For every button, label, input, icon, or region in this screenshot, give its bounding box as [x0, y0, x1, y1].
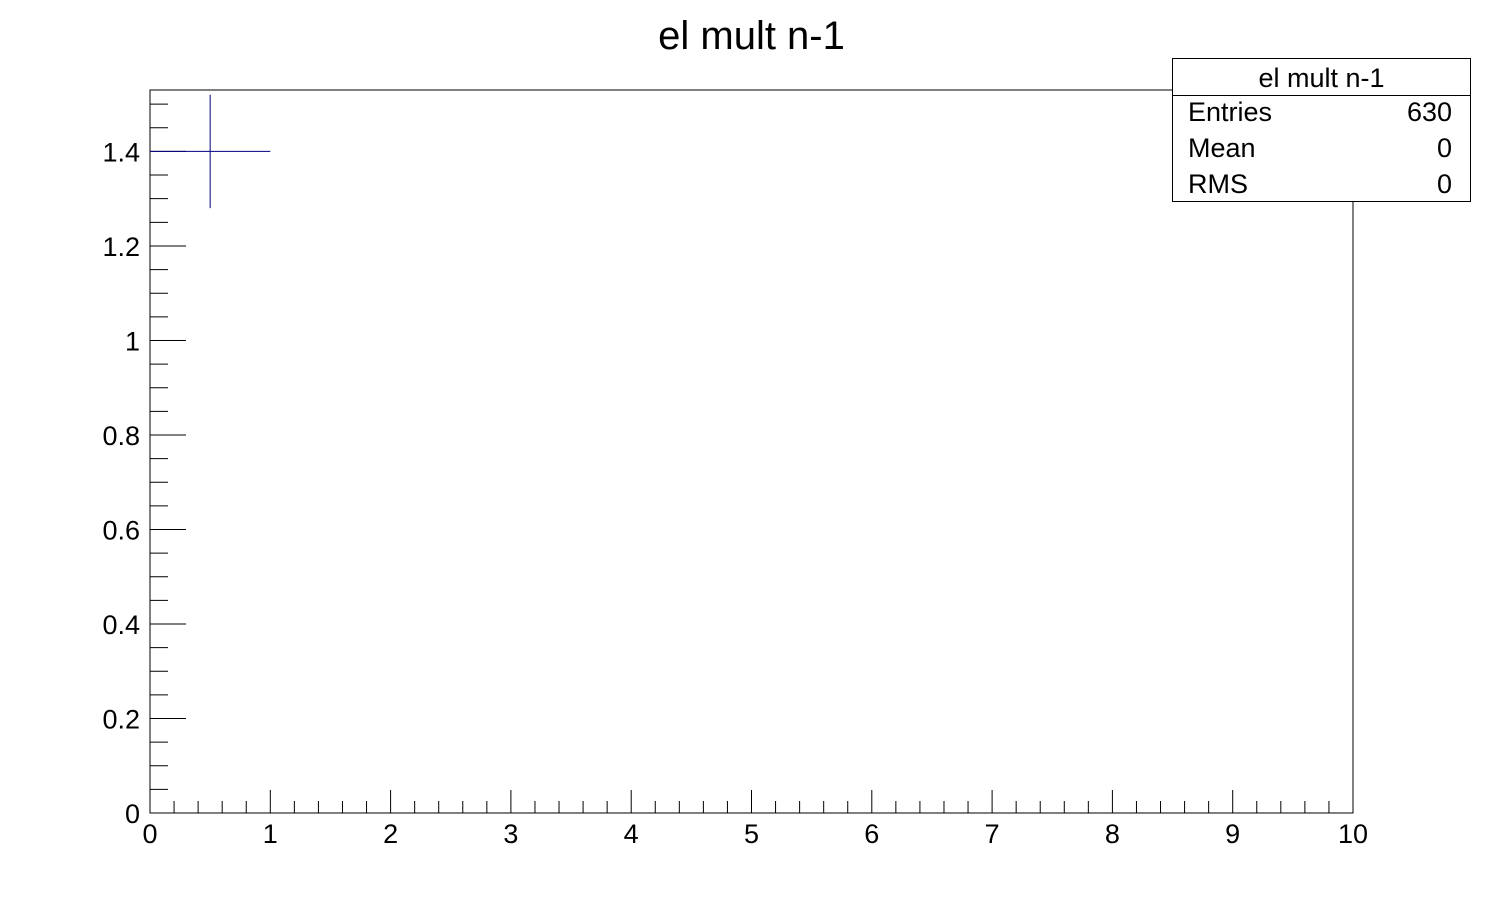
- x-tick-label: 1: [263, 819, 278, 849]
- x-tick-label: 5: [744, 819, 759, 849]
- y-tick-label: 0.8: [102, 421, 140, 451]
- x-tick-label: 8: [1105, 819, 1120, 849]
- y-tick-label: 0: [125, 799, 140, 829]
- y-tick-label: 1: [125, 326, 140, 356]
- stats-value: 630: [1406, 97, 1452, 127]
- x-tick-label: 10: [1338, 819, 1368, 849]
- data-point: [150, 94, 271, 209]
- x-tick-label: 4: [624, 819, 639, 849]
- x-tick-label: 0: [142, 819, 157, 849]
- y-tick-label: 1.4: [102, 137, 140, 167]
- x-tick-label: 2: [383, 819, 398, 849]
- stats-box-divider: [1173, 95, 1470, 96]
- x-tick-label: 7: [985, 819, 1000, 849]
- axes: 0 1 2 3 4 5 6 7 8 9 10 0 0.2 0.4 0.6 0.8 1 1.2 1.4: [102, 103, 1368, 849]
- chart-title: el mult n-1: [658, 14, 845, 58]
- stats-row-mean: Mean 0: [1188, 133, 1452, 167]
- x-tick-label: 6: [864, 819, 879, 849]
- stats-value: 0: [1436, 133, 1452, 163]
- stats-value: 0: [1436, 169, 1452, 199]
- x-tick-label: 3: [503, 819, 518, 849]
- y-tick-label: 0.2: [102, 704, 140, 734]
- stats-box: el mult n-1 Entries 630 Mean 0 RMS 0: [1172, 58, 1471, 202]
- stats-row-rms: RMS 0: [1188, 169, 1452, 203]
- stats-row-entries: Entries 630: [1188, 97, 1452, 131]
- stats-key: RMS: [1188, 169, 1248, 199]
- data-marks: [150, 94, 271, 209]
- stats-key: Entries: [1188, 97, 1273, 127]
- x-tick-label: 9: [1225, 819, 1240, 849]
- y-tick-label: 1.2: [102, 232, 140, 262]
- stats-key: Mean: [1188, 133, 1256, 163]
- stats-box-title: el mult n-1: [1258, 63, 1385, 93]
- y-tick-label: 0.6: [102, 515, 140, 545]
- y-tick-label: 0.4: [102, 610, 140, 640]
